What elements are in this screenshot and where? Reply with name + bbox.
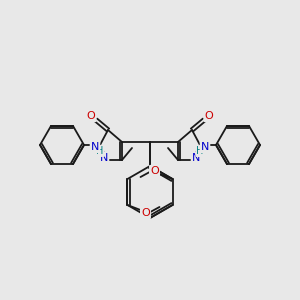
Text: O: O	[150, 166, 159, 176]
Text: N: N	[100, 153, 108, 163]
Text: O: O	[87, 111, 95, 121]
Text: O: O	[205, 111, 213, 121]
Text: H: H	[96, 146, 104, 156]
Text: O: O	[141, 208, 150, 218]
Text: N: N	[201, 142, 209, 152]
Text: H: H	[196, 146, 204, 156]
Text: N: N	[91, 142, 99, 152]
Text: N: N	[192, 153, 200, 163]
